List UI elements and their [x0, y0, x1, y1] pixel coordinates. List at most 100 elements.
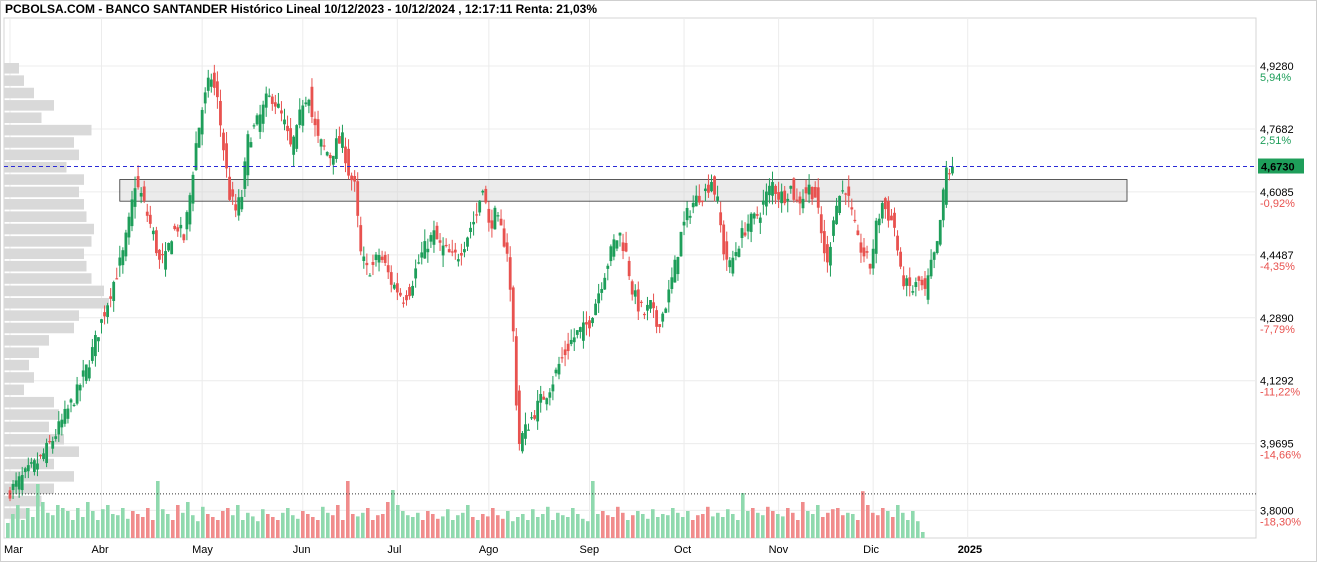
candle-body [17, 476, 21, 490]
candle-body [469, 227, 472, 233]
volume-bar [621, 512, 625, 538]
volume-bar [111, 514, 115, 538]
y-tick-percent: -11,22% [1260, 387, 1300, 399]
candle-body [704, 188, 707, 192]
candle-body [118, 257, 122, 266]
volume-bar [916, 521, 920, 538]
volume-bar [841, 515, 845, 538]
volume-bar [571, 508, 575, 538]
candle-body [731, 257, 735, 274]
volume-bar [341, 520, 345, 538]
candle-body [652, 302, 655, 309]
candle-body [932, 252, 936, 260]
volume-bar [846, 512, 850, 538]
volume-bar [581, 518, 585, 538]
candle-body [84, 364, 88, 381]
profile-bar [4, 273, 92, 284]
candle-body [347, 148, 350, 176]
volume-bar [506, 511, 510, 538]
candle-body [816, 187, 820, 208]
candle-body [557, 363, 561, 375]
candle-body [264, 93, 268, 108]
y-tick-percent: -14,66% [1260, 450, 1301, 462]
profile-bar [4, 310, 79, 321]
volume-bar [261, 509, 265, 538]
candle-body [923, 278, 927, 289]
candle-body [548, 392, 552, 398]
candle-body [48, 441, 52, 443]
profile-bar [4, 347, 39, 358]
candle-body [926, 275, 930, 300]
candle-body [331, 155, 335, 165]
candle-body [350, 175, 353, 181]
y-tick-percent: 2,51% [1260, 135, 1291, 147]
candle-body [481, 190, 485, 193]
candles [8, 64, 954, 502]
profile-bar [4, 87, 34, 99]
candle-body [23, 468, 27, 473]
candle-body [606, 265, 610, 269]
candle-body [734, 252, 738, 257]
volume-bar [911, 511, 915, 538]
candle-body [112, 281, 116, 301]
volume-bar [346, 481, 350, 538]
candle-body [453, 249, 457, 253]
candle-body [356, 181, 360, 216]
profile-bar [4, 161, 67, 173]
volume-bar [311, 517, 315, 538]
volume-bar [86, 502, 90, 538]
volume-bar [371, 520, 375, 538]
candle-body [203, 92, 207, 104]
volume-bar [921, 532, 925, 538]
volume-bar [26, 508, 30, 538]
candle-body [45, 442, 48, 464]
candle-body [286, 125, 289, 132]
profile-bar [4, 421, 49, 433]
volume-bar [676, 512, 680, 538]
profile-bar [4, 372, 34, 383]
candle-body [325, 152, 329, 156]
volume-bar [211, 517, 215, 538]
profile-bar [4, 434, 64, 445]
volume-bar [156, 481, 160, 538]
candle-body [417, 262, 421, 264]
resistance-zone [119, 179, 1128, 202]
profile-bar [4, 199, 84, 210]
candle-body [798, 196, 802, 204]
candle-body [758, 217, 762, 223]
volume-bar [796, 520, 800, 538]
volume-bar [336, 505, 340, 538]
volume-bar [481, 514, 485, 538]
candle-body [103, 312, 106, 317]
candle-body [877, 218, 881, 226]
volume-bar [711, 516, 715, 538]
profile-bar [4, 211, 87, 222]
candle-body [566, 343, 570, 352]
volume-bar [51, 515, 55, 538]
candle-body [63, 408, 67, 424]
candle-body [66, 408, 70, 419]
current-price-box [1258, 158, 1304, 174]
volume-bar [231, 515, 235, 538]
volume-bar [441, 516, 445, 538]
volume-bar [656, 517, 660, 538]
candle-body [51, 441, 55, 449]
candle-body [322, 145, 326, 147]
candle-body [575, 330, 579, 335]
profile-bar [4, 471, 74, 482]
candle-body [643, 313, 646, 316]
y-tick-label: 4,6085 [1260, 187, 1294, 199]
candle-body [819, 214, 823, 234]
volume-bar [721, 517, 725, 538]
volume-bar [786, 508, 790, 538]
candle-body [521, 433, 524, 452]
candle-body [380, 256, 384, 260]
profile-bar [4, 75, 24, 86]
candle-body [151, 230, 155, 235]
candle-body [752, 213, 756, 219]
candle-body [261, 104, 265, 124]
volume-bar [606, 515, 610, 538]
candle-body [862, 247, 866, 257]
candle-body [42, 453, 45, 460]
candle-body [746, 223, 750, 232]
